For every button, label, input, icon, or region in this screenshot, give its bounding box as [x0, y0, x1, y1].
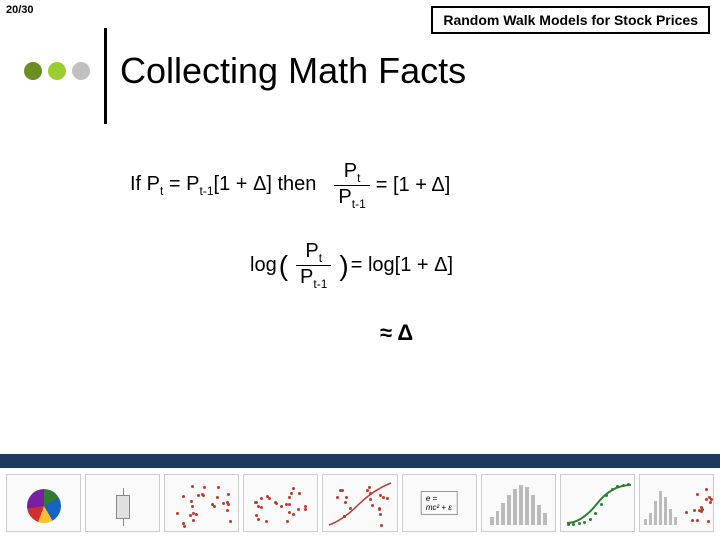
thumb-hist-scatter: [639, 474, 714, 532]
f2ds: t-1: [313, 277, 327, 291]
frac-den-p: P: [338, 186, 351, 208]
thumb-pie: [6, 474, 81, 532]
frac2-num: Pt: [301, 240, 326, 265]
lparen-icon: (: [279, 250, 288, 282]
f2ns: t: [319, 251, 322, 265]
frac-den: Pt-1: [334, 186, 369, 211]
eq1-mid: = P: [163, 173, 199, 195]
page-number: 20/30: [6, 4, 34, 16]
bottom-bar: [0, 454, 720, 468]
math-content: If Pt = Pt-1[1 + Δ] then Pt Pt-1 = [1 + …: [120, 150, 600, 420]
eq1-p1: If P: [130, 173, 160, 195]
rparen-icon: ): [339, 250, 348, 282]
f2dp: P: [300, 266, 313, 288]
thumb-boxplot: [85, 474, 160, 532]
thumb-curve: [322, 474, 397, 532]
pie-icon: [27, 489, 61, 523]
frac-num: Pt: [340, 160, 365, 185]
dot-3: [72, 62, 90, 80]
equation-2: log ( Pt Pt-1 ) = log[1 + Δ]: [250, 240, 453, 291]
bars-icon: [490, 485, 547, 525]
eq2-log: log: [250, 254, 277, 277]
equation-3: ≈ Δ: [380, 320, 413, 346]
eq1-fraction: Pt Pt-1: [334, 160, 369, 211]
frac2-den: Pt-1: [296, 266, 331, 291]
thumb-scatter-2: [243, 474, 318, 532]
thumb-formula: e = mc² + ε: [402, 474, 477, 532]
frac-num-sub: t: [357, 171, 360, 185]
thumb-bars: [481, 474, 556, 532]
eq2-rhs: = log[1 + Δ]: [351, 254, 453, 277]
frac-den-sub: t-1: [352, 197, 366, 211]
eq1-br: [1 + Δ] then: [214, 173, 317, 195]
eq1-rhs: = [1 + Δ]: [376, 174, 451, 197]
equation-1: If Pt = Pt-1[1 + Δ] then Pt Pt-1 = [1 + …: [130, 160, 450, 211]
eq1-sub2: t-1: [200, 184, 214, 198]
slide-title: Collecting Math Facts: [120, 50, 466, 92]
topic-box: Random Walk Models for Stock Prices: [431, 6, 710, 34]
thumbnail-strip: e = mc² + ε: [6, 474, 714, 532]
decorative-dots: [24, 62, 90, 80]
f2np: P: [305, 240, 318, 262]
title-divider: [104, 28, 107, 124]
thumb-scurve: [560, 474, 635, 532]
thumb-scatter-1: [164, 474, 239, 532]
frac-num-p: P: [344, 160, 357, 182]
eq1-text: If Pt = Pt-1[1 + Δ] then: [130, 173, 316, 198]
boxplot-icon: [116, 495, 130, 519]
eq2-fraction: Pt Pt-1: [296, 240, 331, 291]
dot-2: [48, 62, 66, 80]
dot-1: [24, 62, 42, 80]
formula-text: e = mc² + ε: [421, 491, 458, 515]
